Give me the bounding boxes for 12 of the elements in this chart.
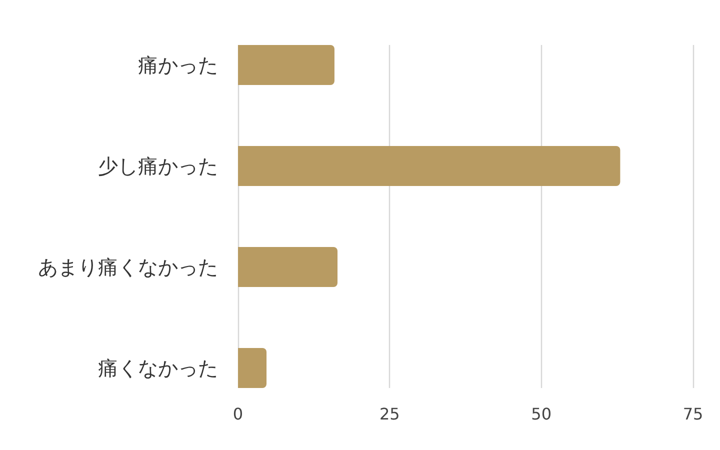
y-tick-label: あまり痛くなかった bbox=[38, 255, 218, 279]
bar bbox=[238, 45, 334, 85]
y-tick-label: 痛くなかった bbox=[98, 356, 218, 380]
y-tick-label: 少し痛かった bbox=[98, 154, 218, 178]
bar bbox=[238, 146, 620, 186]
x-tick-label: 25 bbox=[379, 404, 400, 424]
bar bbox=[238, 348, 267, 388]
x-tick-label: 0 bbox=[232, 404, 244, 424]
y-tick-label: 痛かった bbox=[138, 53, 218, 77]
bar bbox=[238, 247, 338, 287]
x-tick-label: 75 bbox=[682, 404, 704, 424]
x-tick-label: 50 bbox=[531, 404, 552, 424]
